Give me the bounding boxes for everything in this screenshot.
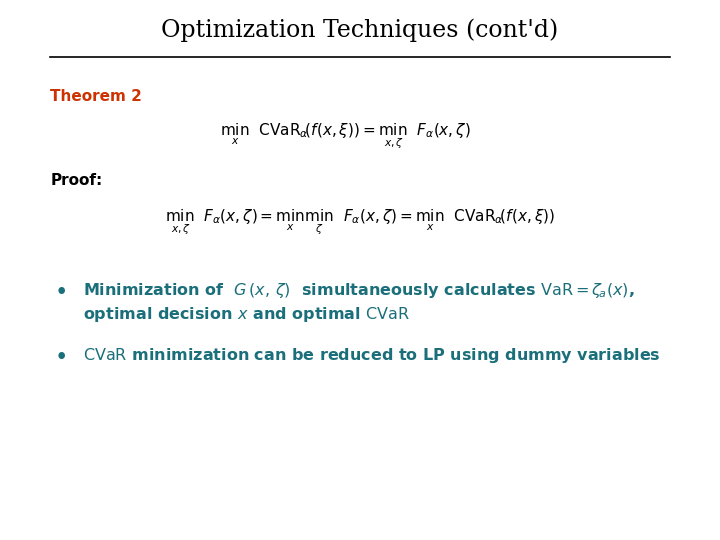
Text: •: • <box>55 281 68 304</box>
Text: $\mathrm{CVaR}$ minimization can be reduced to $\mathbf{LP}$ using dummy variabl: $\mathrm{CVaR}$ minimization can be redu… <box>83 346 660 365</box>
Text: Minimization of  $G\,(x,\,\zeta)$  simultaneously calculates $\mathrm{VaR}=\zeta: Minimization of $G\,(x,\,\zeta)$ simulta… <box>83 281 634 300</box>
Text: Optimization Techniques (cont'd): Optimization Techniques (cont'd) <box>161 19 559 43</box>
Text: $\underset{x}{\min}\ \ \mathrm{CVaR}_{\alpha}\!\left(f(x,\xi)\right)=\underset{x: $\underset{x}{\min}\ \ \mathrm{CVaR}_{\a… <box>220 122 471 151</box>
Text: •: • <box>55 346 68 369</box>
Text: $\underset{x,\zeta}{\min}\ \ F_{\alpha}(x,\zeta)=\underset{x}{\min}\underset{\ze: $\underset{x,\zeta}{\min}\ \ F_{\alpha}(… <box>165 208 555 237</box>
Text: Proof:: Proof: <box>50 173 103 188</box>
Text: optimal decision $x$ and optimal $\mathrm{CVaR}$: optimal decision $x$ and optimal $\mathr… <box>83 305 410 324</box>
Text: Theorem 2: Theorem 2 <box>50 89 143 104</box>
